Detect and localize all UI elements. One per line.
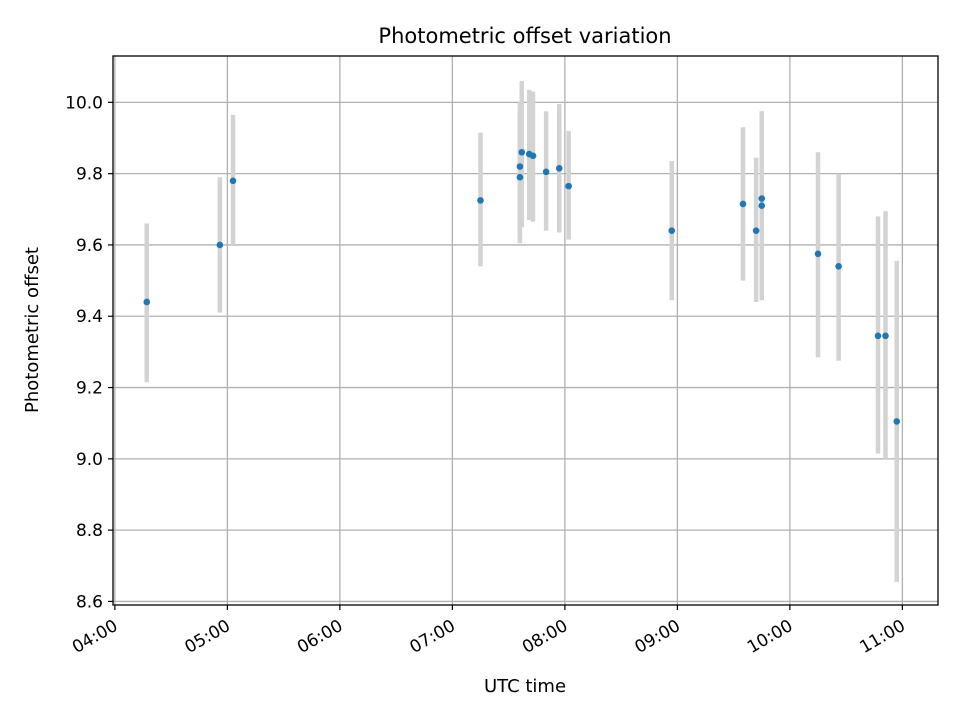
data-point bbox=[668, 227, 676, 234]
data-point bbox=[516, 163, 524, 170]
data-point bbox=[874, 332, 882, 340]
data-point bbox=[477, 197, 484, 204]
y-tick-label: 8.6 bbox=[76, 592, 103, 612]
data-point bbox=[565, 182, 572, 190]
data-point bbox=[143, 298, 151, 306]
plot-frame bbox=[112, 55, 939, 606]
data-point bbox=[229, 177, 237, 185]
data-point bbox=[518, 148, 526, 156]
data-point bbox=[542, 168, 550, 176]
data-point bbox=[752, 227, 760, 234]
y-axis-label: Photometric offset bbox=[22, 247, 43, 413]
grid-lines bbox=[113, 56, 938, 605]
y-tick-label: 10.0 bbox=[65, 93, 103, 113]
y-tick-label: 9.8 bbox=[76, 165, 103, 185]
y-tick-label: 9.4 bbox=[76, 307, 103, 327]
data-point bbox=[835, 263, 842, 270]
data-point bbox=[758, 202, 766, 210]
y-tick-label: 9.6 bbox=[76, 236, 103, 256]
data-point bbox=[758, 195, 766, 202]
y-tick-label: 8.8 bbox=[76, 521, 103, 541]
y-tick-label: 9.2 bbox=[76, 379, 103, 399]
data-point bbox=[516, 173, 524, 181]
data-point bbox=[882, 332, 889, 340]
data-point bbox=[216, 241, 224, 249]
data-point bbox=[893, 418, 901, 425]
data-point bbox=[814, 250, 822, 258]
x-axis-label: UTC time bbox=[484, 676, 566, 697]
data-point bbox=[739, 200, 747, 208]
data-point bbox=[529, 152, 537, 160]
data-point bbox=[555, 164, 563, 172]
data-points bbox=[143, 148, 901, 425]
chart-title: Photometric offset variation bbox=[378, 24, 671, 48]
y-tick-label: 9.0 bbox=[76, 450, 103, 470]
